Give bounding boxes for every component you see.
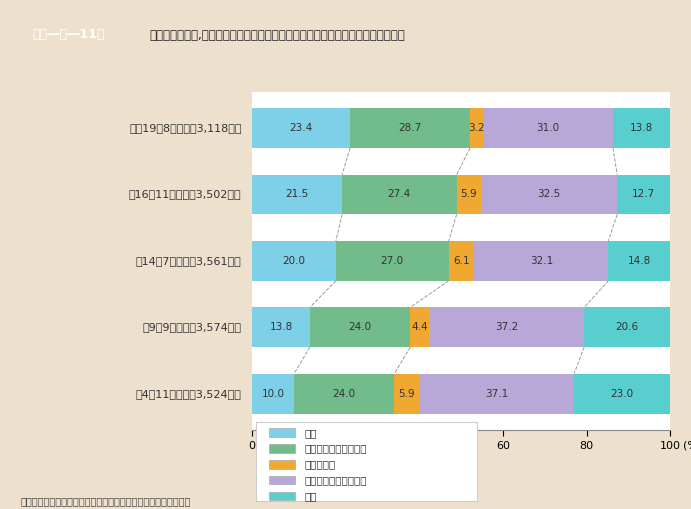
Bar [574,374,670,413]
Bar [252,241,336,281]
Bar [252,175,342,214]
Text: 年14年7月調査（3,561人）: 年14年7月調査（3,561人） [135,256,241,266]
Text: 「夫は外で働き,妻は家庭を守るべきである」という考え方について（全国調査）: 「夫は外で働き,妻は家庭を守るべきである」という考え方について（全国調査） [149,29,405,42]
Bar [428,307,584,347]
Text: 24.0: 24.0 [348,322,372,332]
Bar [474,241,608,281]
Text: 31.0: 31.0 [537,123,560,133]
Text: 年4年11月調査（3,524人）: 年4年11月調査（3,524人） [135,388,241,399]
Bar [294,374,395,413]
Text: 第１―特―11図: 第１―特―11図 [33,28,105,41]
Bar [350,108,470,148]
Bar [310,307,410,347]
Text: 13.8: 13.8 [630,123,654,133]
Bar [482,175,617,214]
Text: （備考）　内閣府「男女共同参画に関する世論調査」より作成。: （備考） 内閣府「男女共同参画に関する世論調査」より作成。 [21,496,191,506]
Bar [269,476,296,485]
Bar [342,175,457,214]
Text: 37.2: 37.2 [495,322,518,332]
Bar [269,429,296,437]
Text: 24.0: 24.0 [332,388,356,399]
Text: 32.1: 32.1 [530,256,553,266]
Bar [252,374,294,413]
Text: 5.9: 5.9 [461,189,477,200]
Text: (%): (%) [683,440,691,450]
Bar [457,175,482,214]
Text: 20.6: 20.6 [616,322,638,332]
Text: 6.1: 6.1 [453,256,470,266]
Text: 14.8: 14.8 [627,256,651,266]
Text: 年16年11月調査（3,502人）: 年16年11月調査（3,502人） [129,189,241,200]
Bar [252,108,350,148]
Text: 反対: 反対 [304,428,316,438]
Text: 平成19年8月調査（3,118人）: 平成19年8月調査（3,118人） [129,123,241,133]
Bar [269,460,296,469]
Text: 年9年9月調査（3,574人）: 年9年9月調査（3,574人） [142,322,241,332]
Bar [584,307,670,347]
Text: 23.4: 23.4 [290,123,313,133]
Text: 5.9: 5.9 [399,388,415,399]
Bar [484,108,613,148]
Text: 12.7: 12.7 [632,189,655,200]
Text: 4.4: 4.4 [411,322,428,332]
Bar [269,444,296,453]
Text: 32.5: 32.5 [538,189,561,200]
Text: 23.0: 23.0 [611,388,634,399]
Text: 27.0: 27.0 [381,256,404,266]
Bar [470,108,484,148]
Bar [395,374,419,413]
Bar [410,307,428,347]
Text: 10.0: 10.0 [262,388,285,399]
Bar [608,241,670,281]
Text: 賛成: 賛成 [304,491,316,501]
Bar [617,175,670,214]
Text: 20.0: 20.0 [283,256,305,266]
Text: どちらかといえば賛成: どちらかといえば賛成 [304,475,367,485]
Bar [336,241,448,281]
Text: 21.5: 21.5 [285,189,309,200]
Bar [419,374,574,413]
Bar [252,307,310,347]
Text: 37.1: 37.1 [485,388,508,399]
Text: 13.8: 13.8 [269,322,293,332]
Text: わからない: わからない [304,459,336,469]
Text: 3.2: 3.2 [468,123,485,133]
Text: 28.7: 28.7 [399,123,422,133]
Bar [448,241,474,281]
Text: どちらかといえば反対: どちらかといえば反対 [304,443,367,454]
Bar [613,108,671,148]
Text: 27.4: 27.4 [388,189,411,200]
Bar [269,492,296,500]
